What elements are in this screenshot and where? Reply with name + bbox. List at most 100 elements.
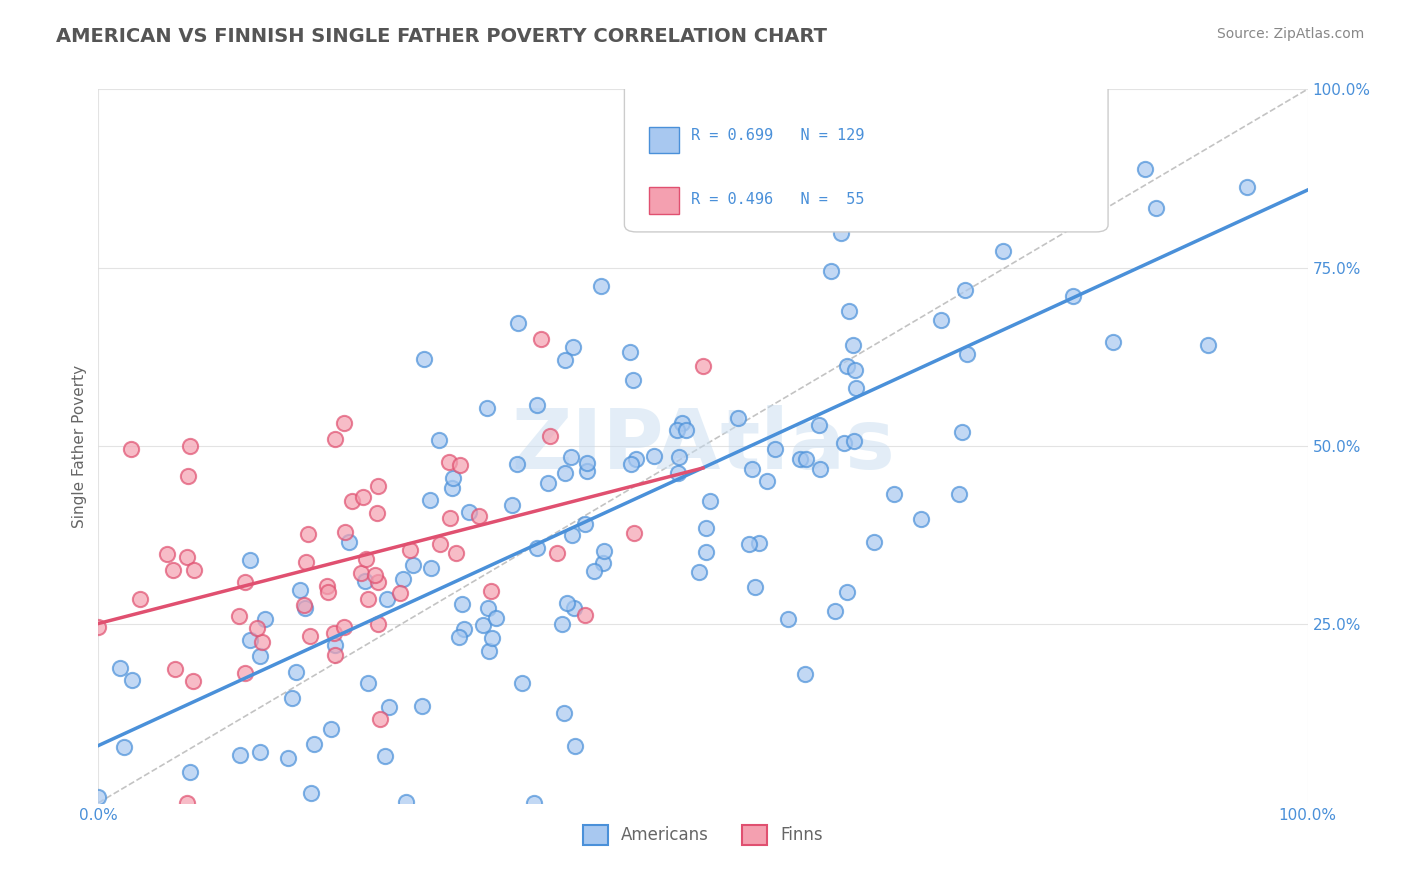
Americans xyxy=(477,601,499,615)
Americans xyxy=(671,417,693,431)
Finns xyxy=(162,563,184,577)
Americans xyxy=(441,470,464,484)
Americans xyxy=(689,157,711,171)
Americans xyxy=(374,749,396,764)
Finns xyxy=(316,579,339,593)
Finns xyxy=(128,591,150,606)
Americans xyxy=(772,203,794,218)
Text: R = 0.699   N = 129: R = 0.699 N = 129 xyxy=(690,128,865,143)
Americans xyxy=(440,481,463,495)
Finns xyxy=(692,359,714,373)
Americans xyxy=(478,644,501,658)
Americans xyxy=(420,560,443,574)
Americans xyxy=(475,401,498,415)
Americans xyxy=(354,574,377,588)
Americans xyxy=(1062,289,1084,303)
Americans xyxy=(894,194,917,209)
Finns xyxy=(87,620,110,634)
Americans xyxy=(377,699,399,714)
Americans xyxy=(592,543,614,558)
Americans xyxy=(808,461,831,475)
Americans xyxy=(112,739,135,754)
Americans xyxy=(526,541,548,556)
Americans xyxy=(451,598,474,612)
Finns xyxy=(357,592,380,607)
Finns xyxy=(292,598,315,612)
Finns xyxy=(367,574,389,589)
Americans xyxy=(1133,162,1156,177)
Americans xyxy=(319,722,342,736)
Finns xyxy=(429,537,451,551)
Americans xyxy=(929,312,952,326)
Finns xyxy=(233,574,256,589)
Americans xyxy=(643,449,665,463)
Finns xyxy=(252,634,274,648)
Americans xyxy=(560,450,582,465)
Americans xyxy=(842,338,865,352)
Americans xyxy=(288,582,311,597)
Americans xyxy=(763,442,786,457)
Bar xyxy=(648,187,679,214)
Finns xyxy=(444,546,467,560)
Americans xyxy=(281,690,304,705)
Americans xyxy=(562,339,585,353)
Americans xyxy=(453,622,475,636)
Americans xyxy=(395,795,418,809)
Americans xyxy=(991,244,1014,259)
Finns xyxy=(177,469,200,483)
Finns xyxy=(333,524,356,539)
Americans xyxy=(277,750,299,764)
Finns xyxy=(333,417,356,431)
Finns xyxy=(367,617,389,632)
Finns xyxy=(450,458,472,472)
Finns xyxy=(546,546,568,560)
Americans xyxy=(501,498,523,512)
Americans xyxy=(591,279,613,293)
Americans xyxy=(392,572,415,586)
Americans xyxy=(883,487,905,501)
Americans xyxy=(506,457,529,471)
Americans xyxy=(551,617,574,632)
Americans xyxy=(837,359,859,373)
Americans xyxy=(554,466,576,480)
Americans xyxy=(741,462,763,476)
Americans xyxy=(253,611,276,625)
Americans xyxy=(229,747,252,762)
Americans xyxy=(302,737,325,751)
Americans xyxy=(845,381,868,395)
Americans xyxy=(471,618,494,632)
Americans xyxy=(323,638,346,652)
Americans xyxy=(844,434,866,448)
Finns xyxy=(333,620,356,634)
Finns xyxy=(156,547,179,561)
Americans xyxy=(830,226,852,240)
Americans xyxy=(239,632,262,647)
Americans xyxy=(835,585,858,599)
Americans xyxy=(620,457,643,471)
Americans xyxy=(950,425,973,440)
Americans xyxy=(695,545,717,559)
Americans xyxy=(727,410,749,425)
Americans xyxy=(412,352,434,367)
Americans xyxy=(553,706,575,721)
Americans xyxy=(1197,337,1219,351)
Y-axis label: Single Father Poverty: Single Father Poverty xyxy=(72,365,87,527)
Finns xyxy=(295,555,318,569)
Americans xyxy=(179,764,201,779)
Finns xyxy=(350,566,373,580)
Americans xyxy=(699,494,721,508)
Americans xyxy=(619,344,641,359)
Americans xyxy=(561,528,583,542)
Americans xyxy=(748,535,770,549)
Finns xyxy=(354,552,377,566)
Americans xyxy=(755,474,778,488)
Text: R = 0.496   N =  55: R = 0.496 N = 55 xyxy=(690,193,865,207)
Americans xyxy=(1144,201,1167,215)
Finns xyxy=(367,479,389,493)
Americans xyxy=(948,486,970,500)
Americans xyxy=(665,423,688,437)
Americans xyxy=(554,353,576,368)
Finns xyxy=(538,429,561,443)
Finns xyxy=(233,665,256,680)
Americans xyxy=(121,673,143,687)
